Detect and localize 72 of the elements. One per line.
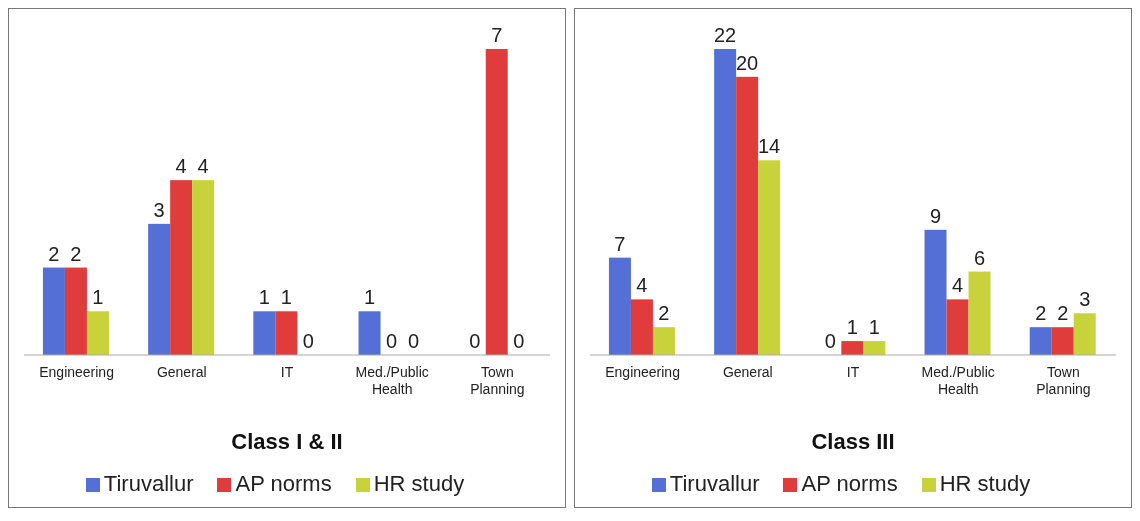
data-label: 14 xyxy=(758,135,781,158)
bar xyxy=(1051,327,1074,355)
bar xyxy=(608,257,631,355)
x-tick-label: IT xyxy=(846,364,860,380)
data-label: 4 xyxy=(175,155,187,178)
bar xyxy=(1073,313,1096,355)
data-label: 0 xyxy=(302,330,314,352)
bar xyxy=(358,311,381,355)
data-label: 0 xyxy=(385,330,398,352)
x-tick-label: General xyxy=(722,364,773,380)
bar xyxy=(42,267,65,355)
bar xyxy=(968,271,991,355)
data-label: 2 xyxy=(48,242,60,265)
data-label: 1 xyxy=(363,286,376,309)
data-label: 1 xyxy=(846,316,858,339)
data-label: 7 xyxy=(491,24,503,46)
bar xyxy=(1029,327,1052,355)
legend-label: AP norms xyxy=(801,471,898,496)
bar xyxy=(946,299,969,355)
bar xyxy=(924,229,947,355)
bar xyxy=(275,311,298,355)
bar xyxy=(652,327,675,355)
bar xyxy=(630,299,653,355)
data-label: 4 xyxy=(197,155,209,178)
text: Class I & II xyxy=(230,429,344,455)
x-tick-label: General xyxy=(156,364,207,380)
data-label: 4 xyxy=(636,274,648,297)
bar xyxy=(170,180,193,355)
bar xyxy=(86,311,109,355)
x-tick-label: Med./Public Health xyxy=(921,364,995,397)
data-label: 2 xyxy=(70,242,82,265)
data-label: 3 xyxy=(153,198,165,221)
bar xyxy=(736,76,759,355)
data-label: 7 xyxy=(614,232,626,255)
bar xyxy=(64,267,87,355)
legend-label: Tiruvallur xyxy=(669,471,760,496)
x-tick-label: Town Planning xyxy=(470,364,525,397)
data-label: 0 xyxy=(824,330,836,352)
bar xyxy=(841,341,864,355)
bar xyxy=(485,49,508,355)
legend-label: HR study xyxy=(373,471,465,496)
data-label: 2 xyxy=(1035,302,1047,325)
x-tick-label: Engineering xyxy=(39,364,114,380)
x-tick-label: Town Planning xyxy=(1036,364,1091,397)
data-label: 0 xyxy=(469,330,481,352)
legend-label: AP norms xyxy=(235,471,332,496)
bar xyxy=(148,223,171,355)
legend-label: Tiruvallur xyxy=(103,471,194,496)
bar xyxy=(863,341,886,355)
data-label: 1 xyxy=(258,286,270,309)
bar xyxy=(253,311,276,355)
data-label: 2 xyxy=(1057,302,1069,325)
data-label: 0 xyxy=(407,330,420,352)
text: Class III xyxy=(810,429,896,455)
data-label: 3 xyxy=(1079,288,1091,311)
data-label: 1 xyxy=(92,286,104,309)
x-tick-label: Engineering xyxy=(605,364,680,380)
bar xyxy=(758,160,781,355)
data-label: 4 xyxy=(951,274,964,297)
legend-label: HR study xyxy=(939,471,1031,496)
data-label: 20 xyxy=(736,51,759,74)
data-label: 1 xyxy=(868,316,880,339)
data-label: 22 xyxy=(714,24,737,46)
data-label: 9 xyxy=(929,204,942,227)
data-label: 2 xyxy=(658,302,670,325)
bar xyxy=(192,180,215,355)
x-tick-label: IT xyxy=(280,364,294,380)
data-label: 1 xyxy=(280,286,292,309)
x-tick-label: Med./Public Health xyxy=(355,364,429,397)
bar xyxy=(714,49,737,355)
data-label: 0 xyxy=(513,330,525,352)
data-label: 6 xyxy=(973,246,986,269)
